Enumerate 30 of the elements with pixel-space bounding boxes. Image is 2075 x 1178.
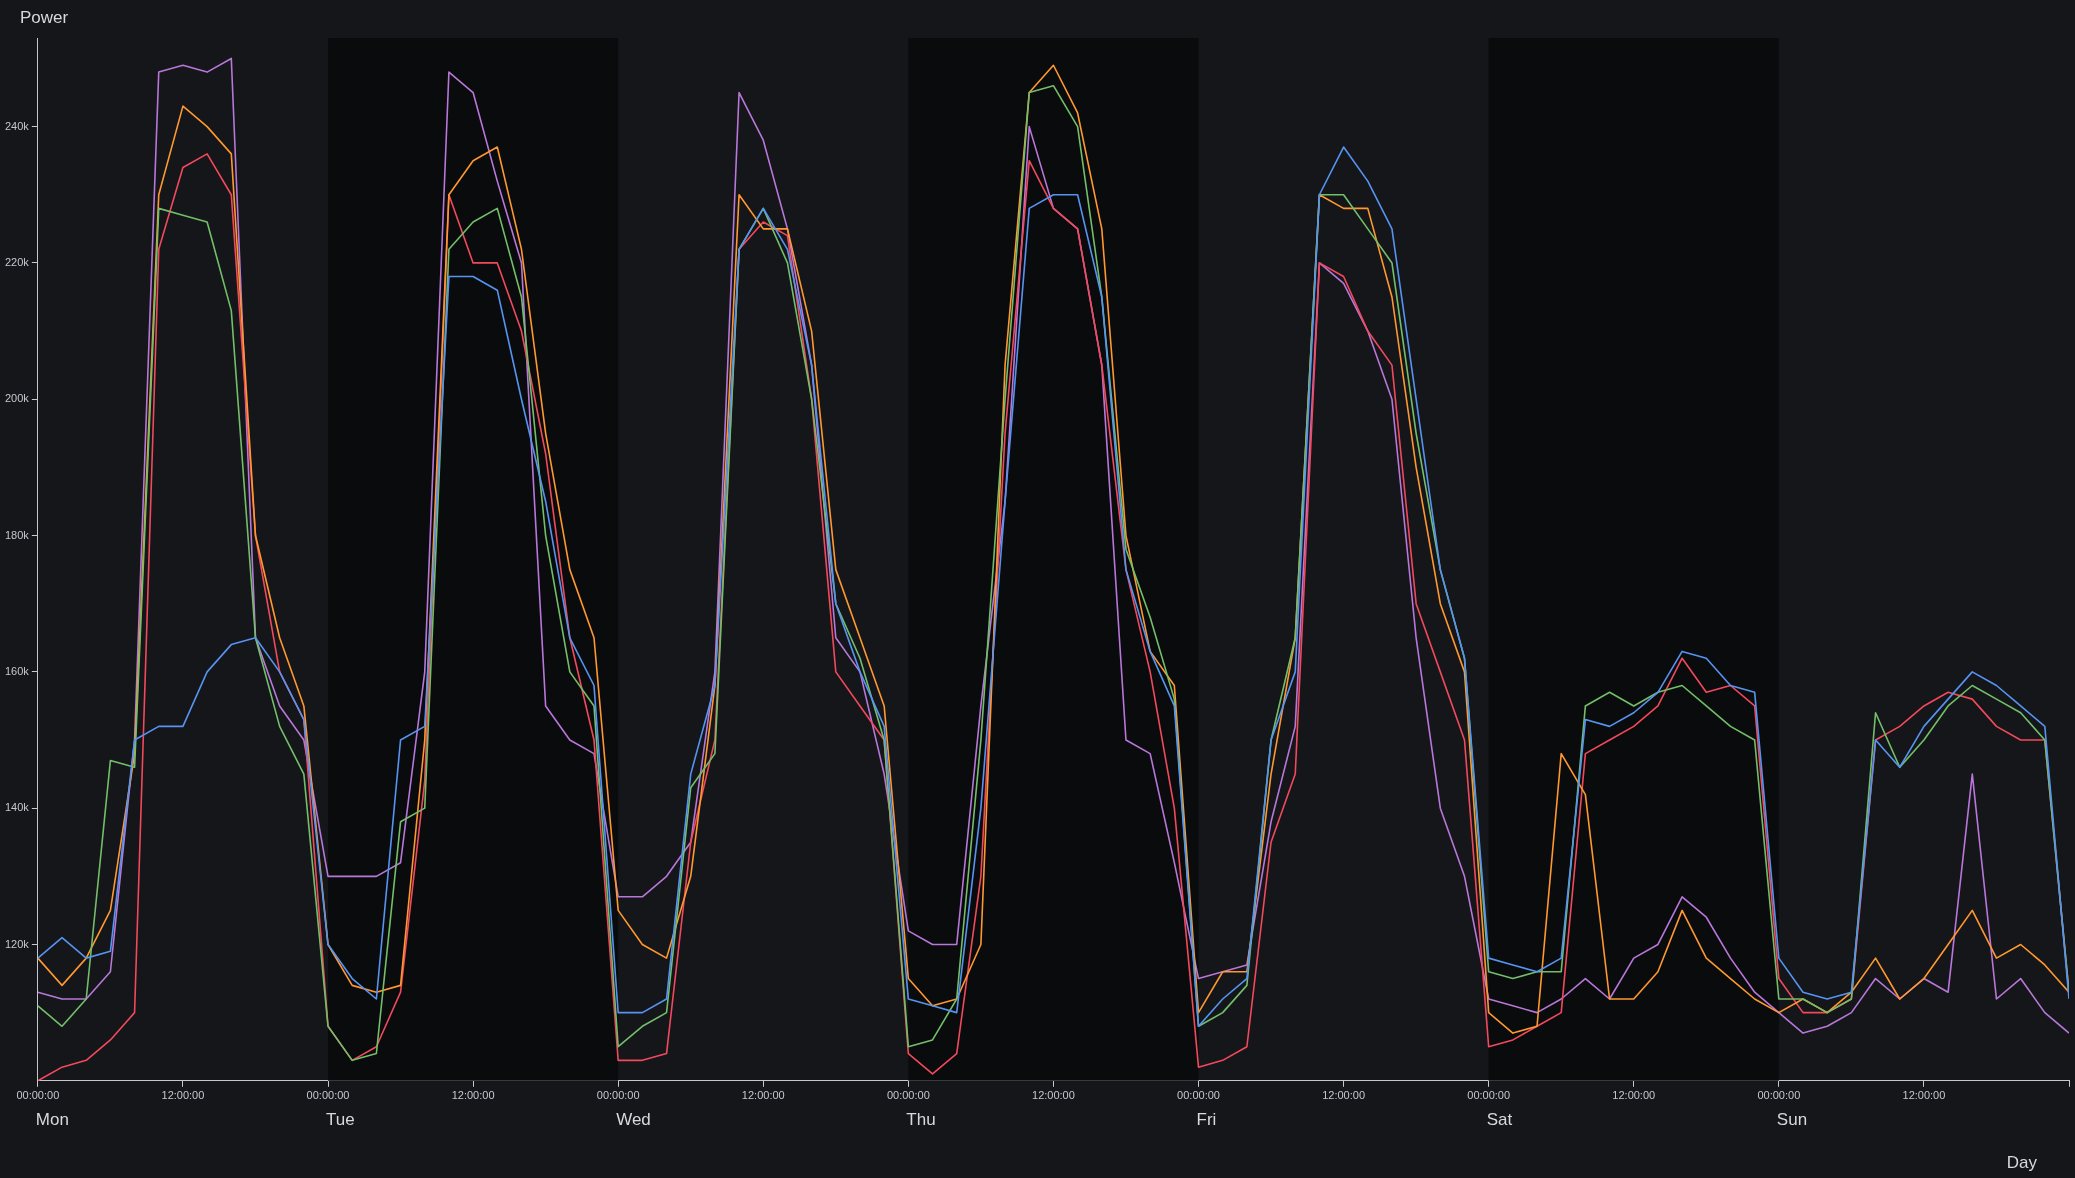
x-tick-label: 12:00:00 xyxy=(741,1089,785,1102)
x-tick-label: 00:00:00 xyxy=(886,1089,930,1102)
y-axis-title: Power xyxy=(20,8,69,27)
text: Fri xyxy=(1196,1109,1217,1129)
x-tick-label: 00:00:00 xyxy=(306,1089,350,1102)
x-tick-label: 00:00:00 xyxy=(16,1089,60,1102)
text: Thu xyxy=(906,1109,936,1129)
y-tick-label: 120k xyxy=(4,937,30,950)
text: Wed xyxy=(616,1109,651,1129)
x-tick-label: 00:00:00 xyxy=(1177,1089,1220,1102)
x-tick-label: 12:00:00 xyxy=(1322,1089,1365,1102)
x-axis-title: Day xyxy=(2006,1153,2038,1172)
y-tick-label: 140k xyxy=(4,801,30,814)
x-tick-label: 12:00:00 xyxy=(1032,1089,1075,1102)
x-tick-label: 12:00:00 xyxy=(1612,1089,1656,1102)
text: Mon xyxy=(35,1109,69,1129)
x-tick-label: 12:00:00 xyxy=(1902,1089,1946,1102)
x-tick-label: 00:00:00 xyxy=(596,1089,640,1102)
y-tick-label: 200k xyxy=(4,392,30,405)
y-tick-label: 180k xyxy=(4,528,30,541)
y-tick-label: 160k xyxy=(4,664,30,677)
text: Sat xyxy=(1486,1109,1513,1129)
y-tick-label: 220k xyxy=(4,255,30,268)
y-tick-label: 240k xyxy=(4,119,30,132)
text: Tue xyxy=(326,1109,355,1129)
x-tick-label: 00:00:00 xyxy=(1757,1089,1801,1102)
x-tick-label: 12:00:00 xyxy=(451,1089,495,1102)
text: Sun xyxy=(1776,1109,1808,1129)
x-tick-label: 12:00:00 xyxy=(161,1089,205,1102)
x-tick-label: 00:00:00 xyxy=(1467,1089,1511,1102)
